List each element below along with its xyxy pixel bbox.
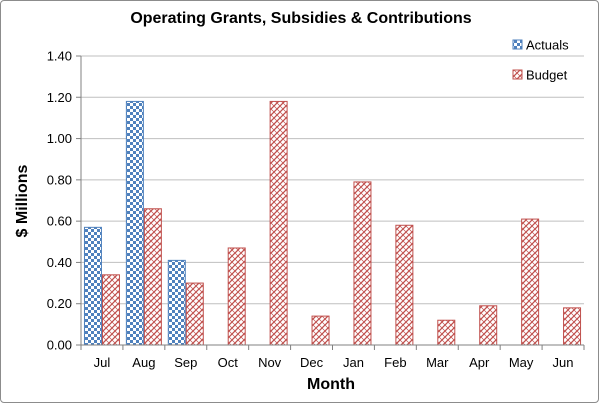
bar-actuals-aug	[125, 100, 144, 346]
x-tick-label: Mar	[426, 355, 449, 370]
bar-budget-apr	[479, 305, 498, 346]
x-tick-label: May	[509, 355, 534, 370]
bar-budget-jul	[101, 274, 120, 346]
x-tick-label: Jul	[94, 355, 111, 370]
legend-swatch-budget	[512, 69, 523, 80]
bar-budget-may	[521, 218, 540, 346]
bar-actuals-jul	[83, 226, 102, 346]
y-tick-label: 1.40	[47, 49, 72, 64]
y-tick-label: 0.00	[47, 338, 72, 353]
y-tick-label: 0.20	[47, 296, 72, 311]
bar-budget-dec	[311, 315, 330, 346]
x-tick-label: Sep	[174, 355, 197, 370]
x-tick-label: Feb	[384, 355, 406, 370]
y-tick-label: 1.20	[47, 90, 72, 105]
x-tick-label: Nov	[258, 355, 282, 370]
x-tick-label: Jan	[343, 355, 364, 370]
y-tick-labels: 0.00 0.20 0.40 0.60 0.80 1.00 1.20 1.40	[47, 49, 72, 353]
bar-budget-oct	[227, 247, 246, 346]
y-tick-label: 0.60	[47, 214, 72, 229]
axes	[80, 56, 585, 350]
legend-swatch-actuals	[512, 39, 523, 50]
legend-label-actuals: Actuals	[526, 38, 569, 53]
chart-title: Operating Grants, Subsidies & Contributi…	[130, 10, 471, 27]
bar-budget-jun	[563, 307, 582, 346]
bar-budget-feb	[395, 224, 414, 346]
x-tick-label: Oct	[218, 355, 239, 370]
x-tick-label: Dec	[300, 355, 324, 370]
y-tick-label: 1.00	[47, 131, 72, 146]
bar-budget-sep	[185, 282, 204, 346]
y-axis-title: $ Millions	[14, 164, 31, 237]
bar-budget-nov	[269, 100, 288, 346]
legend-label-budget: Budget	[526, 68, 568, 83]
y-tick-label: 0.80	[47, 172, 72, 187]
x-tick-label: Apr	[469, 355, 490, 370]
bar-budget-mar	[437, 319, 456, 346]
bar-budget-aug	[143, 208, 162, 346]
bars	[83, 100, 582, 346]
x-tick-labels: Jul Aug Sep Oct Nov Dec Jan Feb Mar Apr May Jun	[94, 355, 574, 370]
y-tick-label: 0.40	[47, 255, 72, 270]
x-axis-title: Month	[307, 376, 355, 393]
bar-budget-jan	[353, 181, 372, 346]
legend: Actuals Budget	[512, 38, 569, 83]
x-tick-label: Jun	[553, 355, 574, 370]
x-tick-label: Aug	[132, 355, 155, 370]
bar-actuals-sep	[167, 259, 186, 346]
gridlines	[76, 55, 584, 346]
